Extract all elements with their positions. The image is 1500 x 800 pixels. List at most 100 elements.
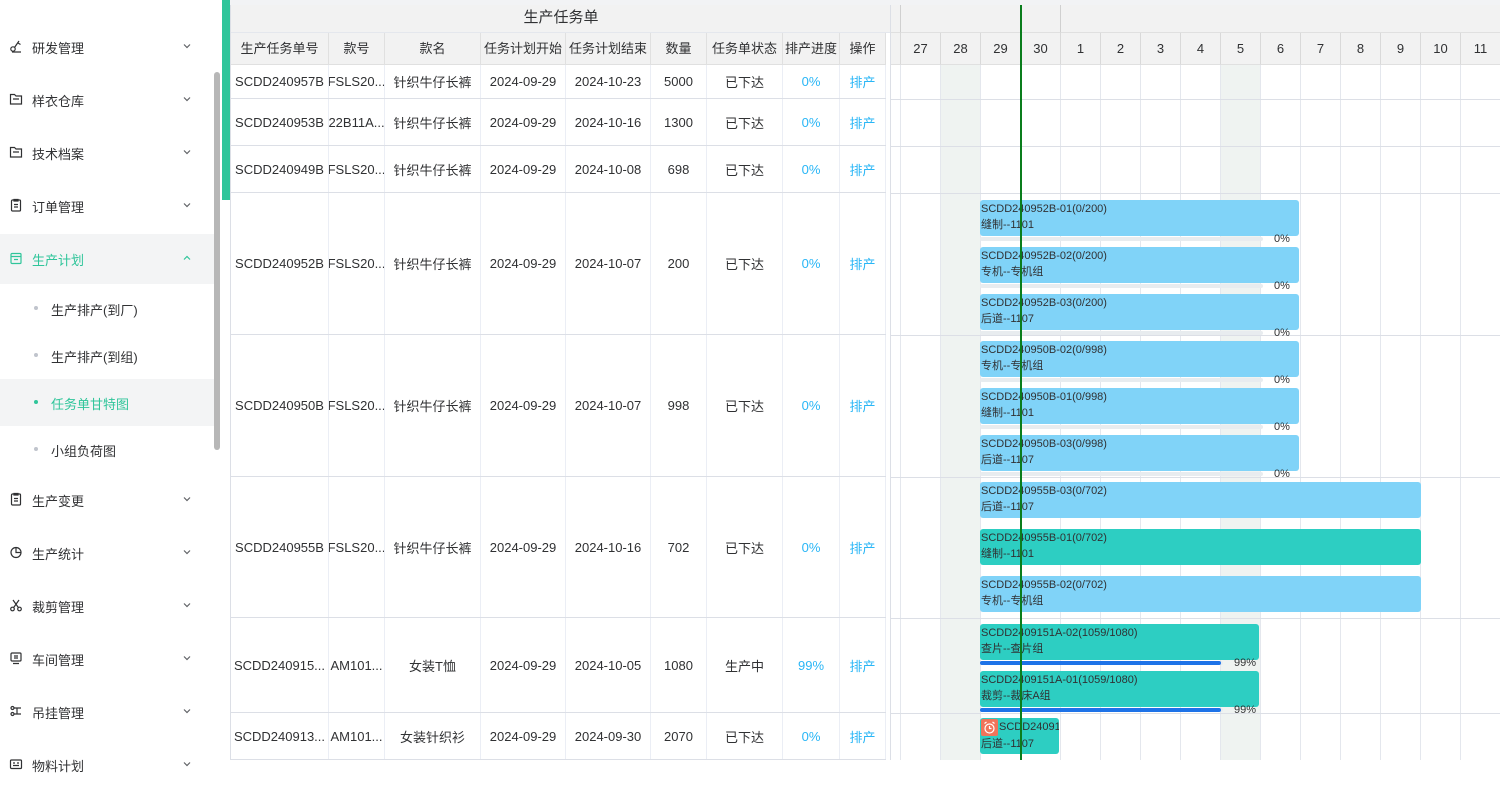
cell-style-no: AM101... (329, 713, 385, 759)
gantt-bar-title: SCDD2409151A-02(1059/1080) (981, 627, 1138, 639)
calendar-icon (9, 251, 23, 265)
action-schedule-link[interactable]: 排产 (840, 477, 886, 617)
cell-progress: 0% (783, 146, 840, 192)
gantt-task-bar[interactable]: SCDD240950B-03(0/998) 后道--1107 (980, 435, 1299, 471)
cell-style-name: 女装针织衫 (385, 713, 481, 759)
gantt-day-label: 1 (1061, 33, 1101, 65)
submenu-label: 生产排产(到组) (51, 350, 138, 365)
cell-task-no: SCDD240949B (231, 146, 329, 192)
menu-item-cutting[interactable]: 裁剪管理 (0, 581, 214, 631)
gantt-task-bar[interactable]: SCDD240952B-03(0/200) 后道--1107 (980, 294, 1299, 330)
gantt-bar-title: SCDD240952B-03(0/200) (981, 297, 1107, 309)
action-schedule-link[interactable]: 排产 (840, 193, 886, 334)
cell-status: 已下达 (707, 146, 783, 192)
submenu-item-schedule-group[interactable]: 生产排产(到组) (0, 332, 214, 379)
gantt-bar-subtitle: 专机--专机组 (981, 266, 1044, 278)
submenu-item-task-gantt[interactable]: 任务单甘特图 (0, 379, 214, 426)
cell-task-no: SCDD240952B (231, 193, 329, 334)
cell-task-no: SCDD240953B (231, 99, 329, 145)
menu-item-sample-warehouse[interactable]: 样衣仓库 (0, 75, 214, 125)
cell-plan-end: 2024-10-07 (566, 193, 651, 334)
bullet-dot (34, 306, 38, 310)
gantt-task-bar[interactable]: SCDD240955B-02(0/702) 专机--专机组 (980, 576, 1421, 612)
gantt-day-label: 11 (1461, 33, 1500, 65)
gantt-day-label: 8 (1341, 33, 1381, 65)
table-row: SCDD240955B FSLS20... 针织牛仔长裤 2024-09-29 2024… (231, 477, 886, 618)
gantt-task-bar[interactable]: SCDD240955B-03(0/702) 后道--1107 (980, 482, 1421, 518)
chevron-down-icon (181, 146, 193, 158)
menu-item-production-stats[interactable]: 生产统计 (0, 528, 214, 578)
menu-item-production-plan[interactable]: 生产计划 (0, 234, 214, 284)
action-schedule-link[interactable]: 排产 (840, 146, 886, 192)
gantt-bar-title: SCDD240952B-02(0/200) (981, 250, 1107, 262)
action-schedule-link[interactable]: 排产 (840, 99, 886, 145)
col-header-plan-start: 任务计划开始 (481, 33, 566, 65)
gantt-progress-percent: 99% (1234, 704, 1257, 716)
menu-item-research[interactable]: 研发管理 (0, 22, 214, 72)
menu-item-hanging[interactable]: 吊挂管理 (0, 687, 214, 737)
cell-task-no: SCDD240913... (231, 713, 329, 759)
gantt-bar-subtitle: 后道--1107 (981, 454, 1034, 466)
gantt-day-label: 4 (1181, 33, 1221, 65)
gantt-progress-percent: 0% (1274, 233, 1290, 245)
menu-label: 物料计划 (32, 759, 85, 774)
gantt-task-bar[interactable]: SCDD2409151A-01(1059/1080) 裁剪--裁床A组 (980, 671, 1259, 707)
hanger-icon (9, 704, 23, 718)
table-row: SCDD240953B 22B11A... 针织牛仔长裤 2024-09-29 2024… (231, 99, 886, 146)
gantt-row-divider (891, 99, 1500, 100)
cell-quantity: 2070 (651, 713, 707, 759)
col-header-style-name: 款名 (385, 33, 481, 65)
gantt-day-label: 29 (981, 33, 1021, 65)
col-header-style-no: 款号 (329, 33, 385, 65)
cell-plan-end: 2024-10-23 (566, 65, 651, 98)
gantt-day-label: 6 (1261, 33, 1301, 65)
gantt-month-header (901, 5, 1061, 33)
action-schedule-link[interactable]: 排产 (840, 713, 886, 759)
action-schedule-link[interactable]: 排产 (840, 65, 886, 98)
menu-item-workshop[interactable]: 车间管理 (0, 634, 214, 684)
cell-style-name: 针织牛仔长裤 (385, 146, 481, 192)
col-header-plan-end: 任务计划结束 (566, 33, 651, 65)
cell-plan-start: 2024-09-29 (481, 477, 566, 617)
cell-plan-end: 2024-10-16 (566, 477, 651, 617)
gantt-day-label: 5 (1221, 33, 1261, 65)
chevron-down-icon (181, 705, 193, 717)
table-row: SCDD240913... AM101... 女装针织衫 2024-09-29 2024… (231, 713, 886, 760)
gantt-task-bar[interactable]: SCDD240950B-02(0/998) 专机--专机组 (980, 341, 1299, 377)
cell-progress: 0% (783, 65, 840, 98)
cell-status: 已下达 (707, 713, 783, 759)
gantt-task-bar[interactable]: SCDD240950B-01(0/998) 缝制--1101 (980, 388, 1299, 424)
cell-progress: 0% (783, 193, 840, 334)
menu-item-production-change[interactable]: 生产变更 (0, 475, 214, 525)
menu-item-tech-archive[interactable]: 技术档案 (0, 128, 214, 178)
cell-style-name: 针织牛仔长裤 (385, 335, 481, 476)
action-schedule-link[interactable]: 排产 (840, 618, 886, 712)
cell-style-no: FSLS20... (329, 193, 385, 334)
task-table: 生产任务单 生产任务单号 款号 款名 任务计划开始 任务计划结束 数量 任务单状… (230, 5, 891, 760)
menu-item-material-plan[interactable]: 物料计划 (0, 740, 214, 790)
menu-item-order-management[interactable]: 订单管理 (0, 181, 214, 231)
action-schedule-link[interactable]: 排产 (840, 335, 886, 476)
cell-quantity: 1080 (651, 618, 707, 712)
gantt-progress-bar (980, 425, 1263, 429)
cell-plan-end: 2024-10-05 (566, 618, 651, 712)
gantt-task-bar[interactable]: SCDD240952B-01(0/200) 缝制--1101 (980, 200, 1299, 236)
chevron-down-icon (181, 546, 193, 558)
gantt-task-bar[interactable]: SCDD240952B-02(0/200) 专机--专机组 (980, 247, 1299, 283)
submenu-item-schedule-factory[interactable]: 生产排产(到厂) (0, 285, 214, 332)
menu-label: 裁剪管理 (32, 600, 85, 615)
footer-blank (230, 760, 1500, 800)
gantt-task-bar[interactable]: SCDD240955B-01(0/702) 缝制--1101 (980, 529, 1421, 565)
col-header-status: 任务单状态 (707, 33, 783, 65)
cell-quantity: 1300 (651, 99, 707, 145)
cell-progress: 0% (783, 713, 840, 759)
cell-plan-end: 2024-10-07 (566, 335, 651, 476)
submenu-item-group-load[interactable]: 小组负荷图 (0, 426, 214, 473)
gantt-day-label: 10 (1421, 33, 1461, 65)
bullet-dot (34, 447, 38, 451)
gantt-progress-percent: 0% (1274, 327, 1290, 339)
sidebar-scrollbar-thumb[interactable] (214, 72, 220, 450)
gantt-day-column (1301, 65, 1341, 760)
chevron-down-icon (181, 40, 193, 52)
gantt-bar-subtitle: 缝制--1101 (981, 219, 1034, 231)
